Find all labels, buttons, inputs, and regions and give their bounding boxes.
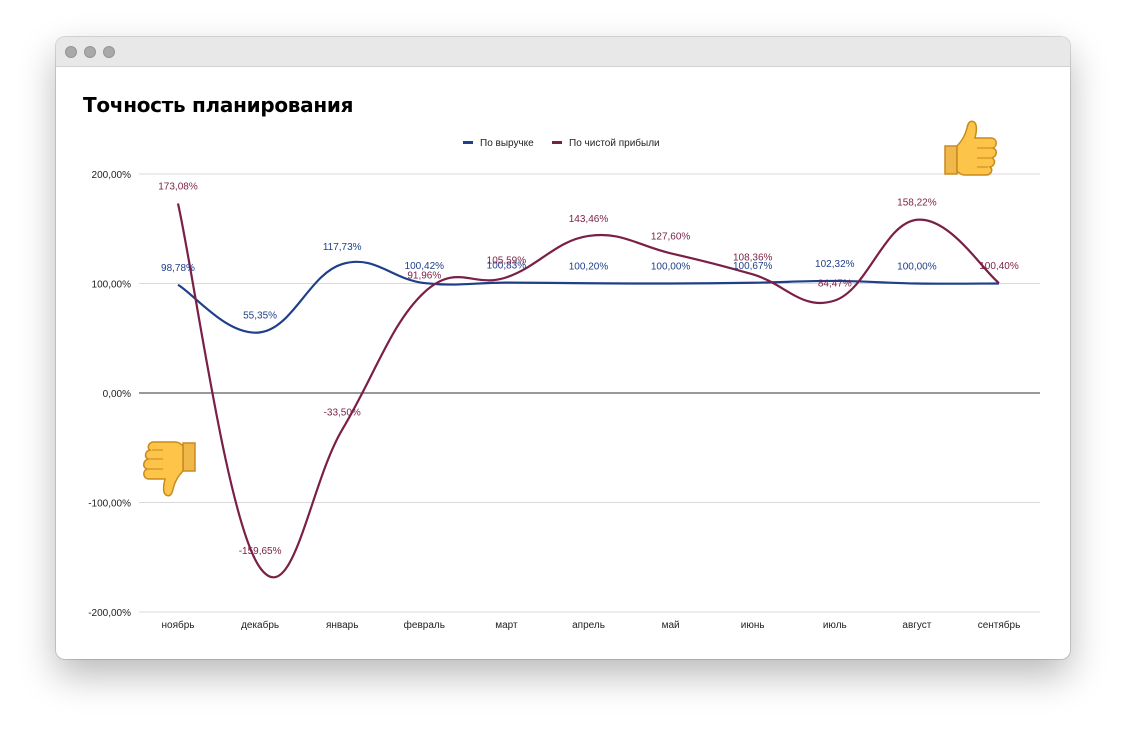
- legend-label: По выручке: [480, 138, 534, 149]
- data-label: 117,73%: [323, 242, 362, 253]
- data-label: 102,32%: [815, 259, 855, 270]
- data-label: 100,67%: [733, 261, 773, 272]
- data-label: 100,00%: [897, 262, 937, 273]
- data-label: 158,22%: [897, 198, 937, 209]
- legend-label: По чистой прибыли: [569, 137, 660, 149]
- x-tick-label: июль: [823, 620, 847, 631]
- x-tick-label: февраль: [404, 619, 445, 631]
- legend: По выручке По чистой прибыли: [463, 137, 660, 149]
- series-lines: [176, 203, 1000, 579]
- data-label: 100,00%: [651, 262, 691, 273]
- data-label: 100,40%: [979, 261, 1019, 272]
- x-tick-label: ноябрь: [162, 619, 195, 631]
- data-label: 98,78%: [161, 263, 195, 274]
- data-label: 55,35%: [243, 310, 277, 321]
- y-axis-ticks: 200,00% 100,00% 0,00% -100,00% -200,00%: [88, 170, 131, 619]
- series-line-1: [176, 203, 1000, 579]
- data-label: 108,36%: [733, 252, 773, 263]
- data-label: 173,08%: [158, 181, 198, 192]
- legend-swatch: [463, 141, 473, 144]
- data-label: 127,60%: [651, 231, 691, 242]
- y-tick-label: -100,00%: [88, 499, 131, 510]
- line-chart: 200,00% 100,00% 0,00% -100,00% -200,00% нояб…: [88, 137, 1040, 631]
- data-label: -159,65%: [239, 546, 282, 557]
- x-tick-label: январь: [326, 620, 358, 631]
- x-tick-label: апрель: [572, 620, 605, 631]
- x-tick-label: сентябрь: [978, 619, 1021, 631]
- x-axis-ticks: ноябрь декабрь январь февраль март апрель май и…: [162, 619, 1021, 631]
- minimize-button[interactable]: [84, 46, 96, 58]
- legend-swatch: [552, 141, 562, 144]
- y-tick-label: 100,00%: [92, 280, 132, 291]
- x-tick-label: июнь: [741, 620, 765, 631]
- y-tick-label: -200,00%: [88, 608, 131, 619]
- data-label: 84,47%: [818, 279, 852, 290]
- data-label: 100,20%: [569, 261, 609, 272]
- title-bar: [56, 37, 1070, 67]
- thumbs-up-icon: [944, 120, 997, 176]
- data-label: 100,42%: [405, 261, 445, 272]
- app-window: Точность планирования 200,00% 100,00% 0,00…: [56, 37, 1070, 659]
- data-label: 91,96%: [407, 270, 441, 281]
- y-tick-label: 0,00%: [103, 389, 131, 400]
- x-tick-label: август: [902, 620, 931, 631]
- data-label: -33,50%: [324, 408, 361, 419]
- data-labels: 98,78% 55,35% 117,73% 100,42% 100,83% 100,20%…: [158, 181, 1019, 556]
- data-label: 105,59%: [487, 255, 527, 266]
- thumbs-down-icon: [143, 441, 196, 497]
- y-tick-label: 200,00%: [92, 170, 132, 181]
- zoom-button[interactable]: [103, 46, 115, 58]
- close-button[interactable]: [65, 46, 77, 58]
- chart-title: Точность планирования: [83, 93, 354, 117]
- series-line-0: [177, 260, 1000, 334]
- x-tick-label: декабрь: [241, 619, 279, 631]
- x-tick-label: май: [662, 620, 680, 631]
- x-tick-label: март: [495, 620, 518, 631]
- data-label: 143,46%: [569, 214, 609, 225]
- data-label: 100,83%: [487, 261, 527, 272]
